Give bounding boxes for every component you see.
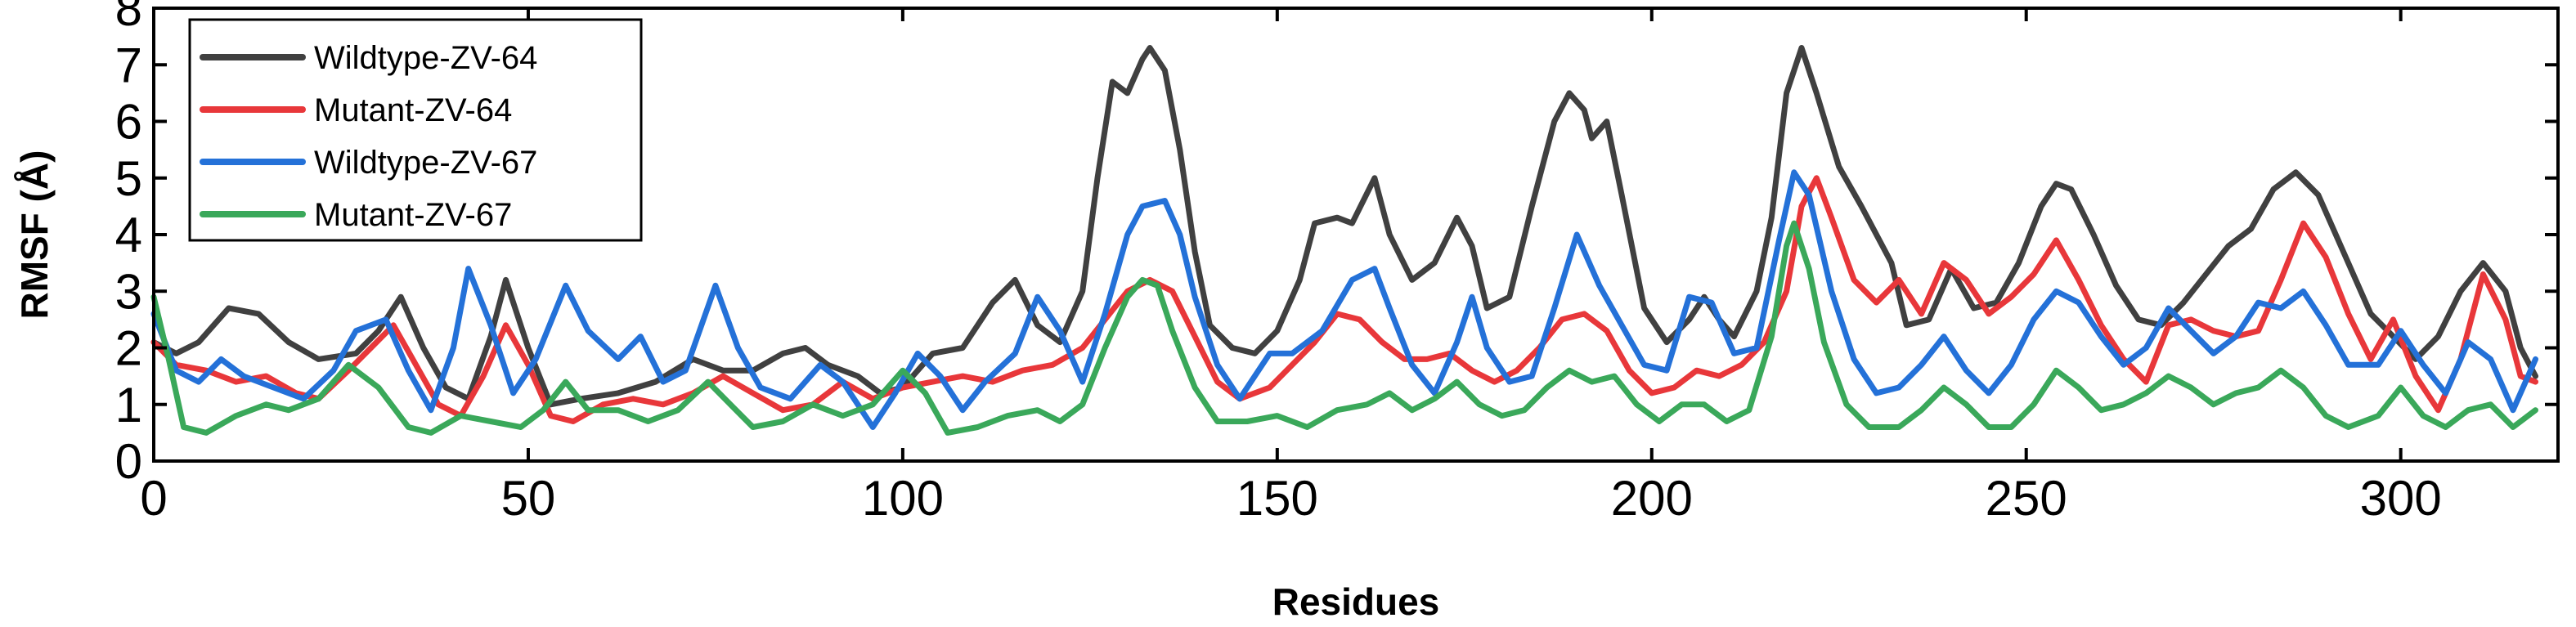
legend-label-3: Wildtype-ZV-67 [314,145,537,181]
y-axis-title: RMSF (Å) [13,150,56,320]
series-line-4 [150,220,2538,436]
x-axis-title: Residues [1272,580,1440,623]
series-line-1 [150,45,2538,408]
legend-label-1: Wildtype-ZV-64 [314,40,537,76]
y-tick-label: 3 [115,264,142,319]
y-tick-label: 6 [115,95,142,150]
y-tick-label: 4 [115,208,142,262]
y-tick-label: 5 [115,151,142,206]
x-tick-label: 0 [140,471,167,526]
series-layer [150,45,2538,436]
x-tick-label: 150 [1236,471,1318,526]
legend-label-2: Mutant-ZV-64 [314,92,512,128]
x-tick-label: 300 [2360,471,2442,526]
x-tick-label: 100 [862,471,944,526]
y-tick-label: 2 [115,321,142,376]
y-tick-label: 8 [115,0,142,36]
y-tick-label: 1 [115,378,142,432]
x-tick-label: 250 [1986,471,2067,526]
legend: Wildtype-ZV-64 Mutant-ZV-64 Wildtype-ZV-67… [188,18,643,242]
y-tick-label: 7 [115,38,142,92]
y-tick-label: 0 [115,434,142,489]
legend-label-4: Mutant-ZV-67 [314,197,512,233]
x-tick-label: 50 [501,471,556,526]
x-tick-label: 200 [1611,471,1693,526]
series-line-3 [150,169,2538,430]
